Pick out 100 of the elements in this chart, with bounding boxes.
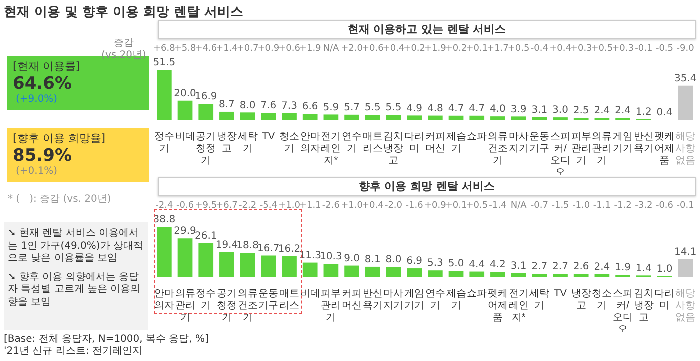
bar bbox=[240, 112, 256, 120]
x-tick-label: 전기레인지* bbox=[508, 288, 529, 324]
chart-title: 현재 이용하고 있는 렌탈 서비스 bbox=[158, 20, 696, 39]
bar bbox=[511, 273, 526, 278]
text: +0.7 bbox=[236, 44, 259, 54]
data-label: 19.4 bbox=[216, 240, 238, 251]
text: 현재 이용 및 향후 이용 희망 렌탈 서비스 bbox=[4, 4, 244, 21]
text: -1.4 bbox=[489, 200, 508, 211]
x-tick-label: 마사지기 bbox=[508, 131, 529, 154]
text: +4.6 bbox=[195, 44, 218, 54]
data-label: 7.6 bbox=[260, 100, 277, 112]
text: -1.0 bbox=[572, 200, 590, 211]
text: +0.3 bbox=[612, 44, 634, 54]
x-tick-label: 정수기 bbox=[196, 288, 216, 312]
bar bbox=[198, 244, 214, 278]
bar bbox=[282, 113, 297, 120]
bar bbox=[386, 267, 402, 278]
data-label: 8.0 bbox=[240, 100, 256, 112]
data-label: 1.0 bbox=[656, 264, 673, 275]
data-label: 29.9 bbox=[174, 226, 196, 238]
x-tick-label: 펫케어제품 bbox=[654, 131, 675, 166]
text: [현재 이용률] bbox=[13, 59, 82, 74]
text: (+9.0%) bbox=[16, 94, 59, 105]
text: +0.1 bbox=[445, 200, 468, 211]
text: +0.6 bbox=[362, 44, 384, 54]
x-tick-label: 커피머신 bbox=[342, 288, 362, 312]
bar bbox=[678, 86, 694, 120]
text: * ( ): 증감 (vs. 20년) bbox=[8, 193, 112, 206]
data-label: 16.9 bbox=[194, 92, 218, 103]
bar bbox=[178, 238, 193, 278]
text: ➘ 현재 렌탈 서비스 이용에서는 1인 가구(49.0%)가 상대적으로 낮은 이용률을 보임 bbox=[8, 228, 144, 266]
bar bbox=[344, 266, 360, 278]
text: -2.6 bbox=[322, 200, 340, 211]
x-tick-label: 게임기기 bbox=[613, 131, 634, 154]
text: +0.4 bbox=[382, 44, 405, 54]
text: +1.9 bbox=[424, 44, 447, 54]
text: +1.7 bbox=[487, 44, 509, 54]
chart-title: 향후 이용 희망 렌탈 서비스 bbox=[158, 177, 696, 196]
data-label: 5.0 bbox=[448, 258, 464, 270]
bar bbox=[344, 114, 360, 120]
text: -0.6 bbox=[656, 200, 674, 211]
text: +0.4 bbox=[550, 44, 572, 54]
text: -0.7 bbox=[530, 200, 548, 211]
data-label: 1.4 bbox=[636, 263, 652, 274]
x-tick-label: 반신욕기 bbox=[634, 131, 654, 154]
x-tick-label: 매트리스 bbox=[362, 131, 383, 154]
data-label: 4.2 bbox=[490, 260, 506, 271]
bar bbox=[365, 115, 380, 120]
x-tick-label: 청소기 bbox=[280, 131, 300, 154]
text: +1.4 bbox=[216, 44, 238, 54]
data-label: 20.0 bbox=[174, 88, 196, 100]
text: -0.5 bbox=[656, 44, 674, 54]
data-label: 5.5 bbox=[364, 102, 381, 114]
bar bbox=[302, 114, 318, 120]
text: -0.6 bbox=[176, 200, 194, 211]
bar bbox=[448, 270, 464, 278]
data-label: 2.7 bbox=[552, 262, 568, 273]
text: [향후 이용 희망율] bbox=[13, 131, 107, 146]
bar bbox=[240, 253, 256, 278]
data-label: 2.6 bbox=[573, 262, 590, 273]
x-tick-label: TV bbox=[554, 288, 568, 300]
x-tick-label: 피부관리기 bbox=[321, 288, 342, 324]
data-label: 5.7 bbox=[344, 102, 360, 114]
text: -2.4 bbox=[156, 200, 174, 211]
text: 64.6% bbox=[13, 74, 73, 94]
data-label: 6.6 bbox=[302, 102, 318, 113]
text: ➘ 향후 이용 의향에서는 응답자 특성별 고르게 높은 이용의향을 보임 bbox=[8, 272, 142, 309]
data-label: 3.1 bbox=[510, 261, 527, 272]
bar bbox=[470, 116, 485, 120]
bar bbox=[532, 117, 548, 120]
text: +1.9 bbox=[299, 44, 322, 54]
text: +1.0 bbox=[341, 200, 364, 211]
text: N/A bbox=[510, 200, 528, 211]
data-label: 4.0 bbox=[490, 104, 506, 116]
x-tick-label: 피부관리기 bbox=[571, 131, 592, 166]
x-tick-label: 해당사항없음 bbox=[676, 288, 696, 324]
data-label: 16.2 bbox=[278, 244, 301, 256]
text: +5.8 bbox=[174, 44, 196, 54]
text: -9.0 bbox=[676, 44, 695, 54]
data-label: 5.3 bbox=[427, 258, 444, 270]
text: +6.7 bbox=[216, 200, 238, 211]
x-tick-label: TV bbox=[262, 131, 276, 142]
bar bbox=[428, 270, 443, 278]
data-label: 3.0 bbox=[552, 105, 568, 116]
text: +6.8 bbox=[153, 44, 176, 54]
x-tick-label: 의류건조기 bbox=[488, 131, 508, 166]
bar bbox=[220, 252, 234, 278]
data-label: 8.1 bbox=[364, 254, 381, 266]
x-tick-label: 세탁기 bbox=[238, 131, 258, 154]
text: +0.5 bbox=[466, 200, 488, 211]
text: -0.1 bbox=[635, 44, 653, 54]
x-tick-label: 김치냉장고 bbox=[384, 131, 404, 166]
x-tick-label: 공기청정기 bbox=[196, 131, 216, 166]
x-tick-label: 운동기구 bbox=[530, 131, 550, 154]
text: +0.2 bbox=[445, 44, 468, 54]
data-label: 1.9 bbox=[615, 262, 631, 274]
x-tick-label: 비데 bbox=[175, 131, 196, 142]
x-tick-label: 정수기 bbox=[154, 131, 174, 154]
bar bbox=[324, 264, 339, 278]
x-tick-label: 의류관리기 bbox=[592, 131, 612, 166]
